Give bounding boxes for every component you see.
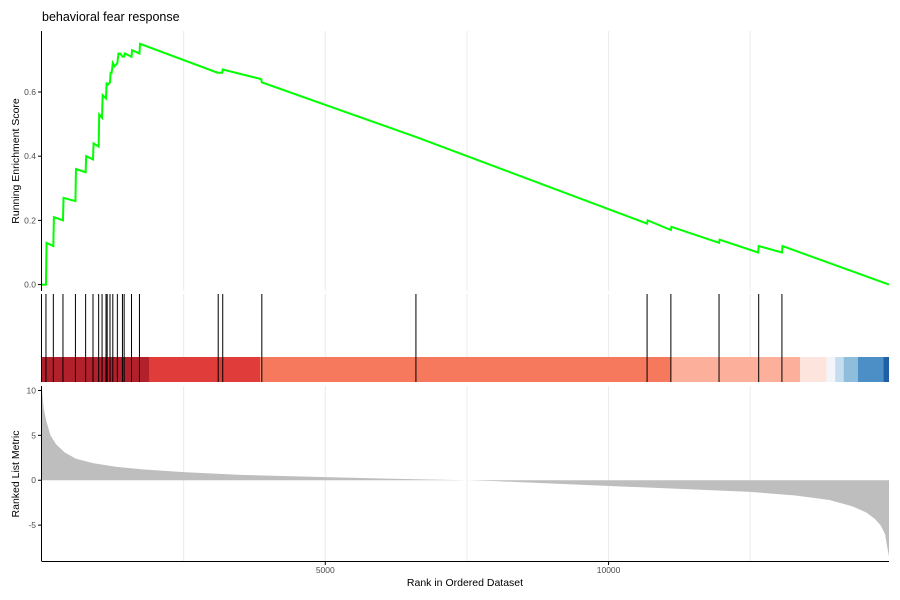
plot-title: behavioral fear response bbox=[42, 10, 180, 24]
y-tick-label: 10 bbox=[27, 385, 37, 395]
rank-color-band bbox=[835, 357, 844, 382]
metric-panel: 10 5 0 -5 5000 10000 Ranked List Metric Rank… bbox=[10, 385, 889, 589]
y-tick-label: 5 bbox=[31, 430, 36, 440]
gene-hit-lines bbox=[45, 294, 783, 382]
x-tick-label: 10000 bbox=[597, 565, 621, 575]
hits-panel bbox=[41, 294, 889, 382]
rank-color-band bbox=[42, 357, 150, 382]
y-tick-label: -5 bbox=[28, 520, 36, 530]
rank-color-band bbox=[883, 357, 889, 382]
y-tick-label: 0.0 bbox=[24, 280, 36, 290]
rank-color-bar bbox=[42, 357, 889, 382]
rank-color-band bbox=[826, 357, 836, 382]
y-tick-label: 0.2 bbox=[24, 215, 36, 225]
rank-color-band bbox=[260, 357, 671, 382]
x-tick-label: 5000 bbox=[316, 565, 335, 575]
x-axis-ticks: 5000 10000 bbox=[316, 561, 621, 575]
y-tick-label: 0.6 bbox=[24, 87, 36, 97]
metric-y-axis-title: Ranked List Metric bbox=[10, 431, 22, 518]
y-tick-label: 0.4 bbox=[24, 151, 36, 161]
rank-color-band bbox=[857, 357, 884, 382]
metric-grid bbox=[183, 386, 751, 561]
x-axis-title: Rank in Ordered Dataset bbox=[407, 577, 523, 589]
y-tick-label: 0 bbox=[31, 475, 36, 485]
enrichment-panel: 0.0 0.2 0.4 0.6 Running Enrichment Score bbox=[10, 31, 890, 291]
metric-y-ticks: 10 5 0 -5 bbox=[27, 385, 42, 530]
enrichment-grid bbox=[183, 31, 751, 291]
rank-color-band bbox=[800, 357, 827, 382]
enrichment-score-line bbox=[42, 42, 890, 286]
rank-color-band bbox=[843, 357, 858, 382]
enrichment-y-axis-title: Running Enrichment Score bbox=[10, 98, 22, 224]
rank-color-band bbox=[149, 357, 261, 382]
enrichment-y-ticks: 0.0 0.2 0.4 0.6 bbox=[24, 87, 42, 290]
ranked-metric-area bbox=[42, 390, 889, 557]
rank-color-band bbox=[670, 357, 801, 382]
